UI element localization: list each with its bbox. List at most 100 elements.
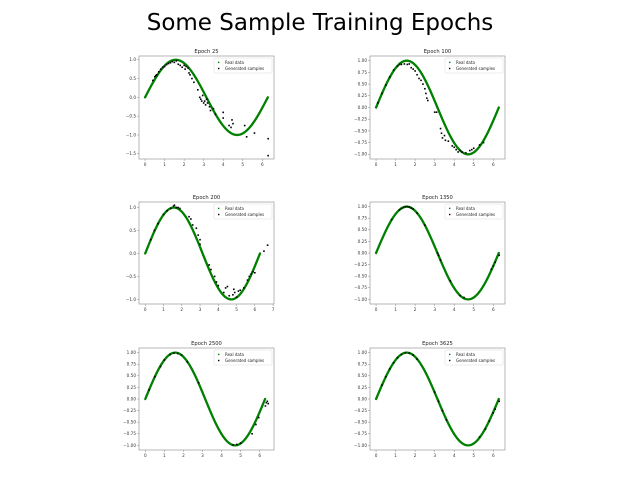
generated-point [469,149,471,152]
x-tick-label: 3 [433,307,436,312]
generated-point [266,244,269,246]
generated-point [173,352,175,354]
generated-point [406,63,409,66]
generated-point [236,443,238,446]
y-tick-label: 0.50 [358,373,368,378]
y-tick-label: −0.50 [123,420,136,425]
generated-point [254,271,256,274]
generated-point [213,275,216,278]
generated-point [224,287,227,289]
generated-samples-series [377,63,485,154]
generated-point [267,402,270,405]
generated-point [445,419,448,421]
generated-point [461,151,463,153]
axes-frame [138,201,275,305]
y-tick-label: 0.00 [358,396,368,401]
generated-point [410,207,413,209]
legend-real-label: Real data [225,206,244,211]
x-tick-label: 3 [433,162,436,167]
x-tick-label: 4 [217,307,220,312]
generated-point [265,401,268,404]
generated-point [470,148,473,151]
y-tick-label: 1.00 [358,350,368,355]
generated-point [190,218,192,220]
subplot-title: Epoch 1350 [422,195,453,201]
y-tick-label: 0.00 [358,250,368,255]
y-tick-label: 0.50 [127,373,137,378]
subplot-epoch-1350: Epoch 1350 0 1 2 3 4 5 6 1.00 0.75 0.50 0.25 0.00 −0.… [354,195,506,312]
generated-point [210,268,212,271]
x-tick-label: 1 [163,162,166,167]
generated-point [159,68,162,70]
generated-point [233,291,236,294]
generated-point [263,250,265,252]
generated-point [191,77,193,80]
generated-point [426,97,428,99]
x-tick-label: 0 [375,162,378,167]
subplot-epoch-25: Epoch 25 0 1 2 3 4 5 6 1.0 0.5 0.0 −0.5 −1.0 −1.5 Real… [126,49,275,167]
x-tick-label: 5 [241,162,244,167]
legend-generated-label: Generated samples [225,358,264,363]
real-data-series [144,206,262,301]
generated-point [463,296,465,299]
generated-point [237,290,240,292]
generated-point [228,294,231,297]
real-data-series [374,351,500,447]
legend-real-label: Real data [225,60,244,65]
legend-generated-marker [218,213,220,216]
generated-point [233,288,235,291]
generated-point [189,74,191,76]
subplot-epoch-100: Epoch 100 0 1 2 3 4 5 6 1.00 0.75 0.50 0.25 0.00 −0.2… [354,49,506,167]
x-tick-label: 6 [258,453,261,458]
generated-point [400,353,403,356]
generated-point [488,420,491,423]
generated-point [228,124,230,127]
generated-point [166,209,168,212]
legend-real-marker [218,61,220,64]
generated-point [232,122,234,125]
generated-point [167,62,170,65]
generated-point [266,400,269,403]
generated-point [416,212,418,214]
generated-point [437,400,440,403]
real-data-series [374,59,500,156]
generated-point [173,61,176,64]
generated-point [226,285,229,288]
legend-generated-label: Generated samples [225,212,264,217]
generated-point [425,92,427,95]
generated-point [267,154,269,157]
legend-real-marker [449,353,451,356]
y-tick-label: −1.0 [126,132,137,137]
legend-generated-marker [218,67,220,70]
y-tick-label: −0.5 [126,274,137,279]
generated-point [424,224,426,226]
generated-point [175,206,178,209]
generated-point [492,265,495,267]
generated-point [239,289,241,292]
x-tick-label: 3 [199,307,202,312]
x-tick-label: 2 [183,162,186,167]
legend-generated-marker [449,213,451,216]
y-tick-label: −1.00 [354,443,367,448]
generated-point [199,238,201,241]
generated-point [183,64,185,67]
generated-point [175,60,178,62]
y-tick-label: 0.5 [129,76,136,81]
legend-generated-marker [449,67,451,70]
generated-point [217,284,220,287]
subplot-epoch-200: Epoch 200 0 1 2 3 4 5 6 7 1.0 0.5 0.0 −0.5 −1.0 Real d… [126,195,275,312]
generated-point [179,207,181,210]
x-tick-label: 3 [433,453,436,458]
generated-point [191,224,194,226]
y-tick-label: −1.00 [354,297,367,302]
x-tick-label: 2 [414,453,417,458]
y-tick-label: 0.5 [129,228,136,233]
generated-point [206,102,209,104]
generated-point [172,205,175,207]
y-tick-label: 0.75 [358,70,368,75]
generated-point [396,65,399,68]
generated-point [179,64,182,67]
generated-point [188,215,190,218]
